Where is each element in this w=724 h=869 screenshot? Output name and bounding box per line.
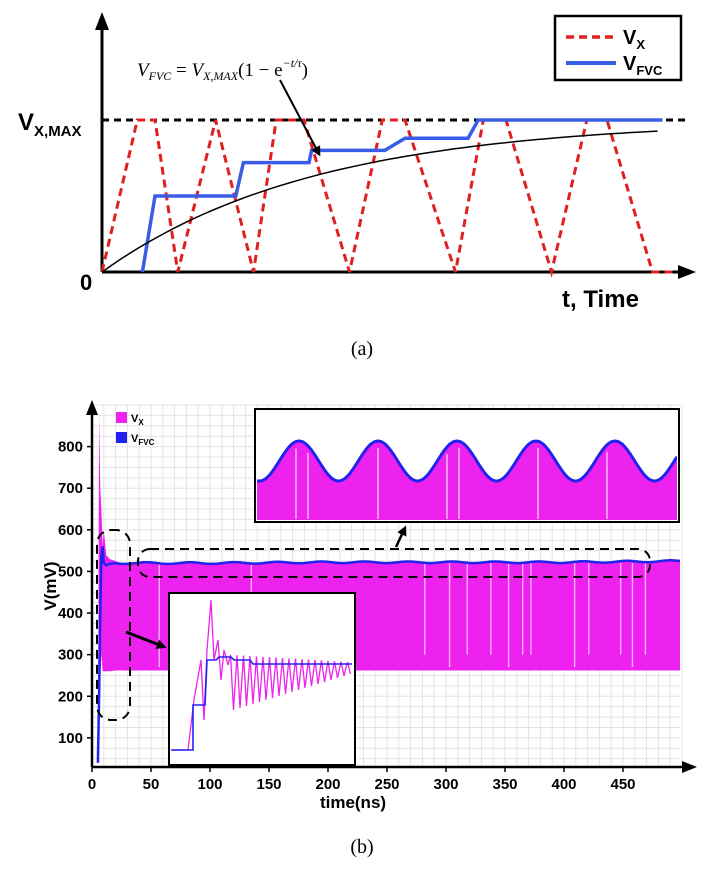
panel-b-y-ticks: 100 200 300 400 500 600 700 800 (58, 439, 92, 747)
panel-b-xlabel: time(ns) (320, 793, 386, 812)
y-tick-label: 100 (58, 730, 83, 747)
legend-vx-label-b: VX (131, 413, 144, 427)
steady-state-highlight (137, 548, 651, 578)
legend-vfvc-swatch-b (116, 432, 127, 443)
panel-a-caption: (a) (351, 338, 373, 360)
inset-steady-glitch-lines (295, 448, 608, 519)
panel-b-caption: (b) (350, 836, 373, 858)
x-tick-label: 150 (256, 776, 281, 793)
inset-steady-vfvc (257, 439, 677, 483)
panel-b-axes (86, 400, 697, 773)
panel-b-ylabel: V(mV) (41, 561, 60, 610)
x-tick-label: 100 (197, 776, 222, 793)
x-tick-label: 300 (433, 776, 458, 793)
legend-vfvc-label-b: VFVC (131, 433, 155, 447)
y-tick-label: 700 (58, 480, 83, 497)
y-tick-label: 300 (58, 647, 83, 664)
startup-inset-arrow (125, 630, 167, 649)
x-tick-label: 350 (492, 776, 517, 793)
inset-steady-vx (257, 442, 677, 520)
panel-a: VX,MAX 0 t, Time VFVC = VX,MAX(1 − e−t/τ… (18, 12, 696, 360)
steady-inset-arrow (394, 525, 407, 548)
legend-vx-label: VX (623, 27, 645, 52)
panel-b-x-ticks: 0 50 100 150 200 250 300 350 400 450 (88, 767, 636, 793)
early-transient-highlight (96, 529, 131, 721)
y-tick-label: 800 (58, 439, 83, 456)
inset-steady-state (254, 408, 680, 523)
x-tick-label: 0 (88, 776, 96, 793)
legend-vx-swatch-b (116, 412, 127, 423)
panel-b: 0 50 100 150 200 250 300 350 400 450 100 200 300 400… (41, 400, 697, 858)
panel-a-ytick-zero: 0 (80, 270, 92, 295)
panel-a-xlabel: t, Time (562, 286, 639, 313)
legend-vfvc-label: VFVC (623, 53, 663, 78)
vx-waveform (97, 413, 680, 763)
inset-startup-vfvc (171, 656, 352, 751)
x-tick-label: 250 (374, 776, 399, 793)
y-tick-label: 200 (58, 688, 83, 705)
y-tick-label: 600 (58, 522, 83, 539)
x-tick-label: 200 (315, 776, 340, 793)
exponential-curve (101, 130, 658, 273)
panel-a-axes (95, 12, 696, 279)
x-tick-label: 400 (551, 776, 576, 793)
inset-startup (168, 592, 356, 766)
panel-a-ytick-vxmax: VX,MAX (18, 109, 82, 140)
x-tick-label: 50 (143, 776, 160, 793)
y-tick-label: 500 (58, 563, 83, 580)
panel-a-legend: VX VFVC (553, 14, 683, 82)
y-tick-label: 400 (58, 605, 83, 622)
inset-startup-vx (172, 599, 352, 751)
equation-label: VFVC = VX,MAX(1 − e−t/τ) (137, 56, 308, 83)
equation-pointer-arrow (279, 79, 321, 157)
panel-b-legend: VX VFVC (116, 412, 155, 447)
vfvc-waveform (96, 546, 680, 763)
x-tick-label: 450 (610, 776, 635, 793)
